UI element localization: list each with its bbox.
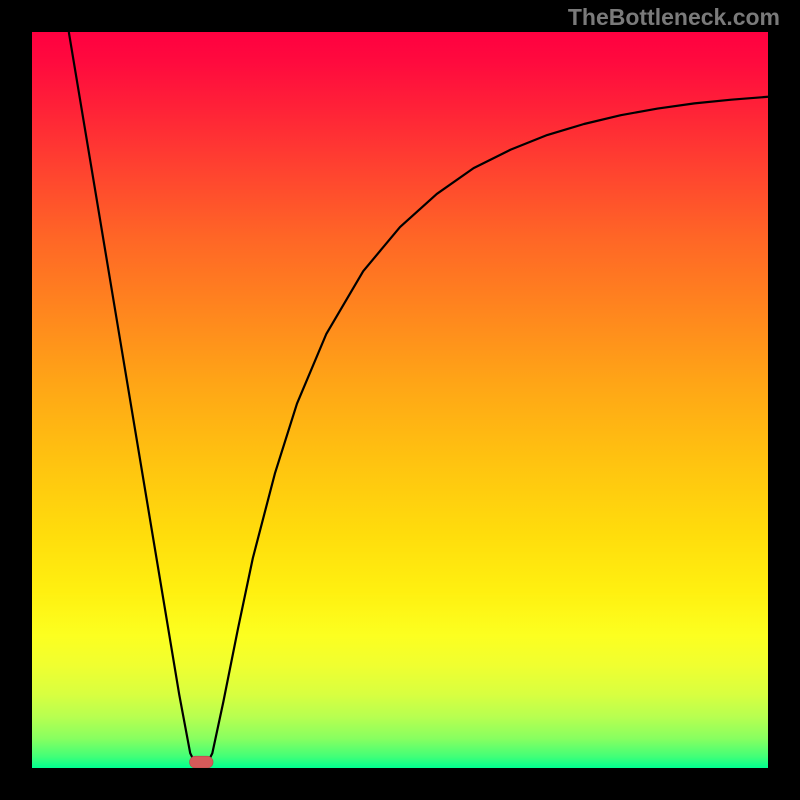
gradient-background bbox=[32, 32, 768, 768]
chart-frame: TheBottleneck.com bbox=[0, 0, 800, 800]
watermark-text: TheBottleneck.com bbox=[568, 4, 780, 31]
plot-area bbox=[32, 32, 768, 768]
optimal-marker bbox=[190, 756, 214, 768]
chart-svg bbox=[32, 32, 768, 768]
